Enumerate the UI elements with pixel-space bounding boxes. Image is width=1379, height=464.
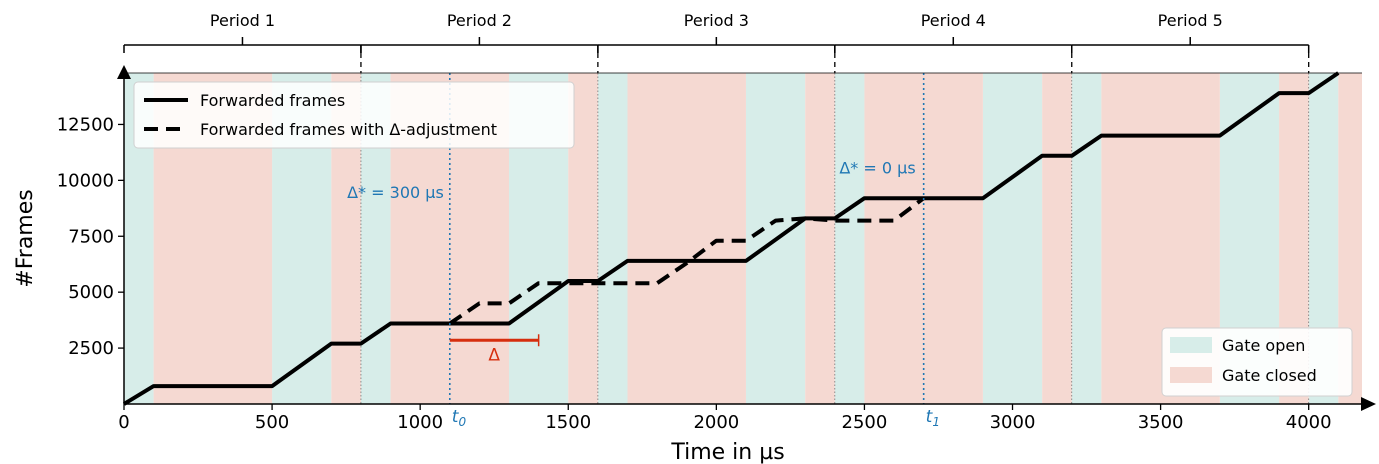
y-tick-label-3: 10000 bbox=[57, 170, 114, 191]
reference-lines bbox=[360, 73, 1310, 404]
period-label-1: Period 1 bbox=[210, 11, 275, 30]
gate-closed-band-10 bbox=[1338, 73, 1362, 404]
period-bracket-4: Period 4 bbox=[834, 11, 1073, 53]
legend-label-0: Forwarded frames bbox=[200, 91, 345, 110]
gate-closed-band-4 bbox=[627, 73, 746, 404]
gate-open-label: Gate open bbox=[1222, 336, 1305, 355]
y-axis-label: #Frames bbox=[13, 189, 38, 287]
y-axis-arrow-icon bbox=[117, 65, 131, 79]
period-label-4: Period 4 bbox=[921, 11, 986, 30]
gate-open-band-8 bbox=[1071, 73, 1102, 404]
period-label-5: Period 5 bbox=[1158, 11, 1223, 30]
period-bracket-2: Period 2 bbox=[360, 11, 599, 53]
legend-label-1: Forwarded frames with Δ-adjustment bbox=[200, 120, 497, 139]
x-tick-label-0: 0 bbox=[118, 412, 129, 433]
period-bracket-1: Period 1 bbox=[123, 11, 362, 53]
t1-label: t1 bbox=[926, 407, 940, 429]
series-line-0 bbox=[122, 71, 1340, 406]
gate-closed-label: Gate closed bbox=[1222, 366, 1317, 385]
gate-open-band-6 bbox=[834, 73, 865, 404]
t0-label: t0 bbox=[452, 407, 467, 429]
delta-label: Δ bbox=[488, 345, 500, 365]
x-tick-label-4: 2000 bbox=[693, 412, 739, 433]
series-legend: Forwarded frames Forwarded frames with Δ-… bbox=[133, 81, 575, 149]
x-tick-label-7: 3500 bbox=[1138, 412, 1184, 433]
gate-open-band-4 bbox=[597, 73, 628, 404]
period-label-3: Period 3 bbox=[684, 11, 749, 30]
delta-star-0-label: Δ* = 0 µs bbox=[839, 159, 915, 178]
gate-legend: Gate open Gate closed bbox=[1161, 327, 1353, 397]
x-axis-label: Time in µs bbox=[670, 440, 784, 464]
gate-closed-band-7 bbox=[1042, 73, 1072, 404]
x-tick-label-2: 1000 bbox=[397, 412, 443, 433]
series-legend-box bbox=[133, 81, 575, 149]
period-bracket-5: Period 5 bbox=[1071, 11, 1310, 53]
gate-open-band-7 bbox=[982, 73, 1043, 404]
period-brackets: Period 1 Period 2 Period 3 Period 4 Period 5 bbox=[123, 11, 1310, 73]
x-tick-label-5: 2500 bbox=[842, 412, 888, 433]
x-axis-arrow-icon bbox=[1361, 397, 1376, 411]
series-line-1 bbox=[448, 196, 925, 326]
period-bracket-3: Period 3 bbox=[597, 11, 836, 53]
annotations-group: Δ Δ* = 300 µs t0 Δ* = 0 µs t1 bbox=[347, 73, 940, 429]
y-tick-label-4: 12500 bbox=[57, 114, 114, 135]
x-tick-label-1: 500 bbox=[255, 412, 289, 433]
x-tick-label-8: 4000 bbox=[1286, 412, 1332, 433]
y-tick-label-2: 7500 bbox=[68, 226, 114, 247]
y-tick-label-1: 5000 bbox=[68, 282, 114, 303]
x-tick-label-3: 1500 bbox=[545, 412, 591, 433]
series-group bbox=[122, 71, 1340, 406]
x-tick-label-6: 3000 bbox=[990, 412, 1036, 433]
axes-group: 0 500 1000 1500 2000 2500 3000 3500 4000 2500 5000… bbox=[13, 65, 1376, 464]
gate-closed-band-5 bbox=[805, 73, 835, 404]
delta-star-300-label: Δ* = 300 µs bbox=[347, 183, 444, 202]
gate-closed-swatch bbox=[1170, 367, 1212, 383]
period-label-2: Period 2 bbox=[447, 11, 512, 30]
gate-open-swatch bbox=[1170, 337, 1212, 353]
y-tick-label-0: 2500 bbox=[68, 338, 114, 359]
